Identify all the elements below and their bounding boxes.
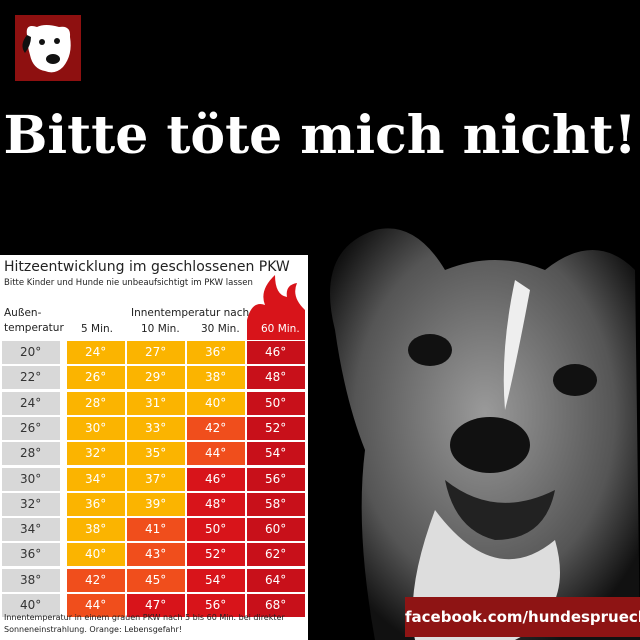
table-cell: 28° bbox=[2, 442, 60, 466]
table-cell: 48° bbox=[247, 366, 305, 390]
table-cell: 56° bbox=[187, 594, 245, 617]
table-cell: 58° bbox=[247, 492, 305, 516]
table-cell: 62° bbox=[247, 543, 305, 567]
table-cell: 22° bbox=[2, 366, 60, 390]
table-cell: 44° bbox=[67, 594, 125, 617]
table-cell: 36° bbox=[2, 543, 60, 567]
table-cell: 50° bbox=[187, 518, 245, 542]
table-cell: 38° bbox=[2, 568, 60, 592]
table-cell: 31° bbox=[127, 391, 185, 415]
column-header: 10 Min. bbox=[141, 323, 180, 335]
column-header: 60 Min. bbox=[261, 323, 300, 335]
footnote: Innentemperatur in einem grauen PKW nach… bbox=[4, 613, 285, 622]
title: Bitte töte mich nicht! bbox=[3, 105, 637, 166]
column-header: 30 Min. bbox=[201, 323, 240, 335]
table-cell: 44° bbox=[187, 442, 245, 466]
table-cell: 36° bbox=[67, 492, 125, 516]
table-cell: 48° bbox=[187, 492, 245, 516]
table-cell: 29° bbox=[127, 366, 185, 390]
table-cell: 50° bbox=[247, 391, 305, 415]
outside-header: temperatur bbox=[4, 322, 64, 334]
table-cell: 43° bbox=[127, 543, 185, 567]
table-cell: 38° bbox=[187, 366, 245, 390]
table-cell: 42° bbox=[67, 568, 125, 592]
table-cell: 32° bbox=[67, 442, 125, 466]
table-cell: 27° bbox=[127, 341, 185, 364]
flame bbox=[247, 275, 305, 340]
table-cell: 32° bbox=[2, 492, 60, 516]
table-cell: 46° bbox=[247, 341, 305, 364]
table-cell: 56° bbox=[247, 467, 305, 491]
dog-photo bbox=[330, 228, 640, 640]
table-subtitle: Bitte Kinder und Hunde nie unbeaufsichti… bbox=[4, 278, 253, 288]
table-cell: 34° bbox=[2, 518, 60, 542]
table-cell: 47° bbox=[127, 594, 185, 617]
table-cell: 40° bbox=[67, 543, 125, 567]
table-cell: 20° bbox=[2, 341, 60, 364]
table-cell: 37° bbox=[127, 467, 185, 491]
table-cell: 54° bbox=[187, 568, 245, 592]
table-cell: 52° bbox=[247, 416, 305, 440]
table-cell: 60° bbox=[247, 518, 305, 542]
table-cell: 34° bbox=[67, 467, 125, 491]
table-cell: 28° bbox=[67, 391, 125, 415]
table-cell: 42° bbox=[187, 416, 245, 440]
table-cell: 41° bbox=[127, 518, 185, 542]
table-cell: 64° bbox=[247, 568, 305, 592]
table-cell: 52° bbox=[187, 543, 245, 567]
table-cell: 40° bbox=[2, 594, 60, 617]
table-cell: 26° bbox=[67, 366, 125, 390]
column-header: 5 Min. bbox=[81, 323, 113, 335]
table-cell: 30° bbox=[67, 416, 125, 440]
table-cell: 35° bbox=[127, 442, 185, 466]
outside-header: Außen- bbox=[4, 307, 42, 319]
inside-header: Innentemperatur nach bbox=[131, 307, 250, 319]
table-cell: 36° bbox=[187, 341, 245, 364]
footnote: Sonneneinstrahlung. Orange: Lebensgefahr… bbox=[4, 625, 182, 634]
table-panel: Hitzeentwicklung im geschlossenen PKW Bi… bbox=[0, 255, 308, 640]
table-cell: 24° bbox=[67, 341, 125, 364]
table-cell: 54° bbox=[247, 442, 305, 466]
table-cell: 39° bbox=[127, 492, 185, 516]
table-cell: 45° bbox=[127, 568, 185, 592]
table-cell: 26° bbox=[2, 416, 60, 440]
table-cell: 38° bbox=[67, 518, 125, 542]
table-cell: 68° bbox=[247, 594, 305, 617]
table-cell: 40° bbox=[187, 391, 245, 415]
table-cell: 46° bbox=[187, 467, 245, 491]
logo bbox=[15, 15, 81, 81]
table-cell: 24° bbox=[2, 391, 60, 415]
facebook-link[interactable]: facebook.com/hundesprueche bbox=[405, 597, 640, 637]
table-cell: 33° bbox=[127, 416, 185, 440]
table-title: Hitzeentwicklung im geschlossenen PKW bbox=[4, 259, 290, 275]
table-cell: 30° bbox=[2, 467, 60, 491]
